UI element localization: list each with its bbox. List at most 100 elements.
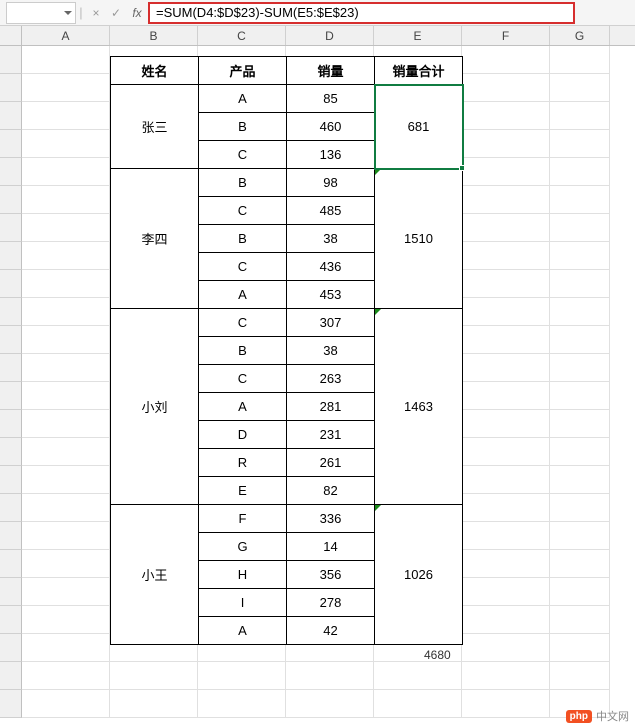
cell[interactable] xyxy=(462,438,550,466)
cell[interactable] xyxy=(22,494,110,522)
row-header[interactable] xyxy=(0,186,22,214)
cell[interactable] xyxy=(462,410,550,438)
cell[interactable] xyxy=(550,550,610,578)
cell[interactable] xyxy=(550,382,610,410)
product-cell[interactable]: B xyxy=(199,337,287,365)
product-cell[interactable]: A xyxy=(199,393,287,421)
cell[interactable] xyxy=(550,186,610,214)
cell[interactable] xyxy=(374,690,462,718)
cell[interactable] xyxy=(462,326,550,354)
col-header-b[interactable]: B xyxy=(110,26,198,45)
row-header[interactable] xyxy=(0,214,22,242)
cell[interactable] xyxy=(462,158,550,186)
cell[interactable] xyxy=(110,690,198,718)
col-header-d[interactable]: D xyxy=(286,26,374,45)
name-cell[interactable]: 小王 xyxy=(111,505,199,645)
sales-cell[interactable]: 42 xyxy=(287,617,375,645)
cell[interactable] xyxy=(462,242,550,270)
cell[interactable] xyxy=(462,354,550,382)
row-header[interactable] xyxy=(0,662,22,690)
error-indicator-icon[interactable] xyxy=(375,309,381,315)
row-header[interactable] xyxy=(0,326,22,354)
select-all-corner[interactable] xyxy=(0,26,22,45)
formula-cancel-button[interactable]: × xyxy=(86,6,106,20)
cell[interactable] xyxy=(22,466,110,494)
cell[interactable] xyxy=(550,522,610,550)
col-header-f[interactable]: F xyxy=(462,26,550,45)
cell[interactable] xyxy=(286,662,374,690)
product-cell[interactable]: B xyxy=(199,113,287,141)
row-header[interactable] xyxy=(0,634,22,662)
row-header[interactable] xyxy=(0,466,22,494)
sales-cell[interactable]: 231 xyxy=(287,421,375,449)
sales-cell[interactable]: 356 xyxy=(287,561,375,589)
row-header[interactable] xyxy=(0,410,22,438)
cell[interactable] xyxy=(550,74,610,102)
cell[interactable] xyxy=(22,270,110,298)
cell[interactable] xyxy=(550,102,610,130)
cell[interactable] xyxy=(462,550,550,578)
cell[interactable] xyxy=(22,102,110,130)
product-cell[interactable]: R xyxy=(199,449,287,477)
sales-cell[interactable]: 278 xyxy=(287,589,375,617)
sales-cell[interactable]: 436 xyxy=(287,253,375,281)
col-header-a[interactable]: A xyxy=(22,26,110,45)
total-cell[interactable]: 1510 xyxy=(375,169,463,309)
name-cell[interactable]: 小刘 xyxy=(111,309,199,505)
cell[interactable] xyxy=(110,662,198,690)
row-header[interactable] xyxy=(0,74,22,102)
product-cell[interactable]: E xyxy=(199,477,287,505)
row-header[interactable] xyxy=(0,158,22,186)
cell[interactable] xyxy=(462,578,550,606)
total-cell[interactable]: 1463 xyxy=(375,309,463,505)
product-cell[interactable]: A xyxy=(199,281,287,309)
cell[interactable] xyxy=(22,298,110,326)
name-cell[interactable]: 张三 xyxy=(111,85,199,169)
cell[interactable] xyxy=(462,270,550,298)
cell[interactable] xyxy=(462,102,550,130)
cell[interactable] xyxy=(462,298,550,326)
cell[interactable] xyxy=(550,606,610,634)
cell[interactable] xyxy=(22,46,110,74)
cell[interactable] xyxy=(22,410,110,438)
error-indicator-icon[interactable] xyxy=(375,505,381,511)
row-header[interactable] xyxy=(0,354,22,382)
cell[interactable] xyxy=(550,242,610,270)
cell[interactable] xyxy=(462,634,550,662)
cell[interactable] xyxy=(550,354,610,382)
cell[interactable] xyxy=(550,46,610,74)
name-box-dropdown-icon[interactable] xyxy=(64,11,72,15)
cell[interactable] xyxy=(22,158,110,186)
row-header[interactable] xyxy=(0,382,22,410)
cell[interactable] xyxy=(22,662,110,690)
product-cell[interactable]: F xyxy=(199,505,287,533)
product-cell[interactable]: I xyxy=(199,589,287,617)
cell[interactable] xyxy=(550,578,610,606)
total-cell[interactable]: 681 xyxy=(375,85,463,169)
row-header[interactable] xyxy=(0,130,22,158)
cell[interactable] xyxy=(22,354,110,382)
cell[interactable] xyxy=(462,466,550,494)
cell[interactable] xyxy=(462,662,550,690)
cell[interactable] xyxy=(550,494,610,522)
row-header[interactable] xyxy=(0,46,22,74)
sales-cell[interactable]: 38 xyxy=(287,225,375,253)
row-header[interactable] xyxy=(0,550,22,578)
cell[interactable] xyxy=(550,270,610,298)
cell[interactable] xyxy=(22,214,110,242)
product-cell[interactable]: C xyxy=(199,141,287,169)
sales-cell[interactable]: 14 xyxy=(287,533,375,561)
sales-cell[interactable]: 485 xyxy=(287,197,375,225)
product-cell[interactable]: G xyxy=(199,533,287,561)
cell[interactable] xyxy=(22,690,110,718)
fx-icon[interactable]: fx xyxy=(126,6,148,20)
cell[interactable] xyxy=(374,662,462,690)
product-cell[interactable]: C xyxy=(199,309,287,337)
cell[interactable] xyxy=(462,214,550,242)
cell[interactable] xyxy=(550,214,610,242)
name-cell[interactable]: 李四 xyxy=(111,169,199,309)
product-cell[interactable]: B xyxy=(199,225,287,253)
sales-cell[interactable]: 460 xyxy=(287,113,375,141)
product-cell[interactable]: C xyxy=(199,365,287,393)
grand-total-cell[interactable]: 4680 xyxy=(424,648,451,662)
